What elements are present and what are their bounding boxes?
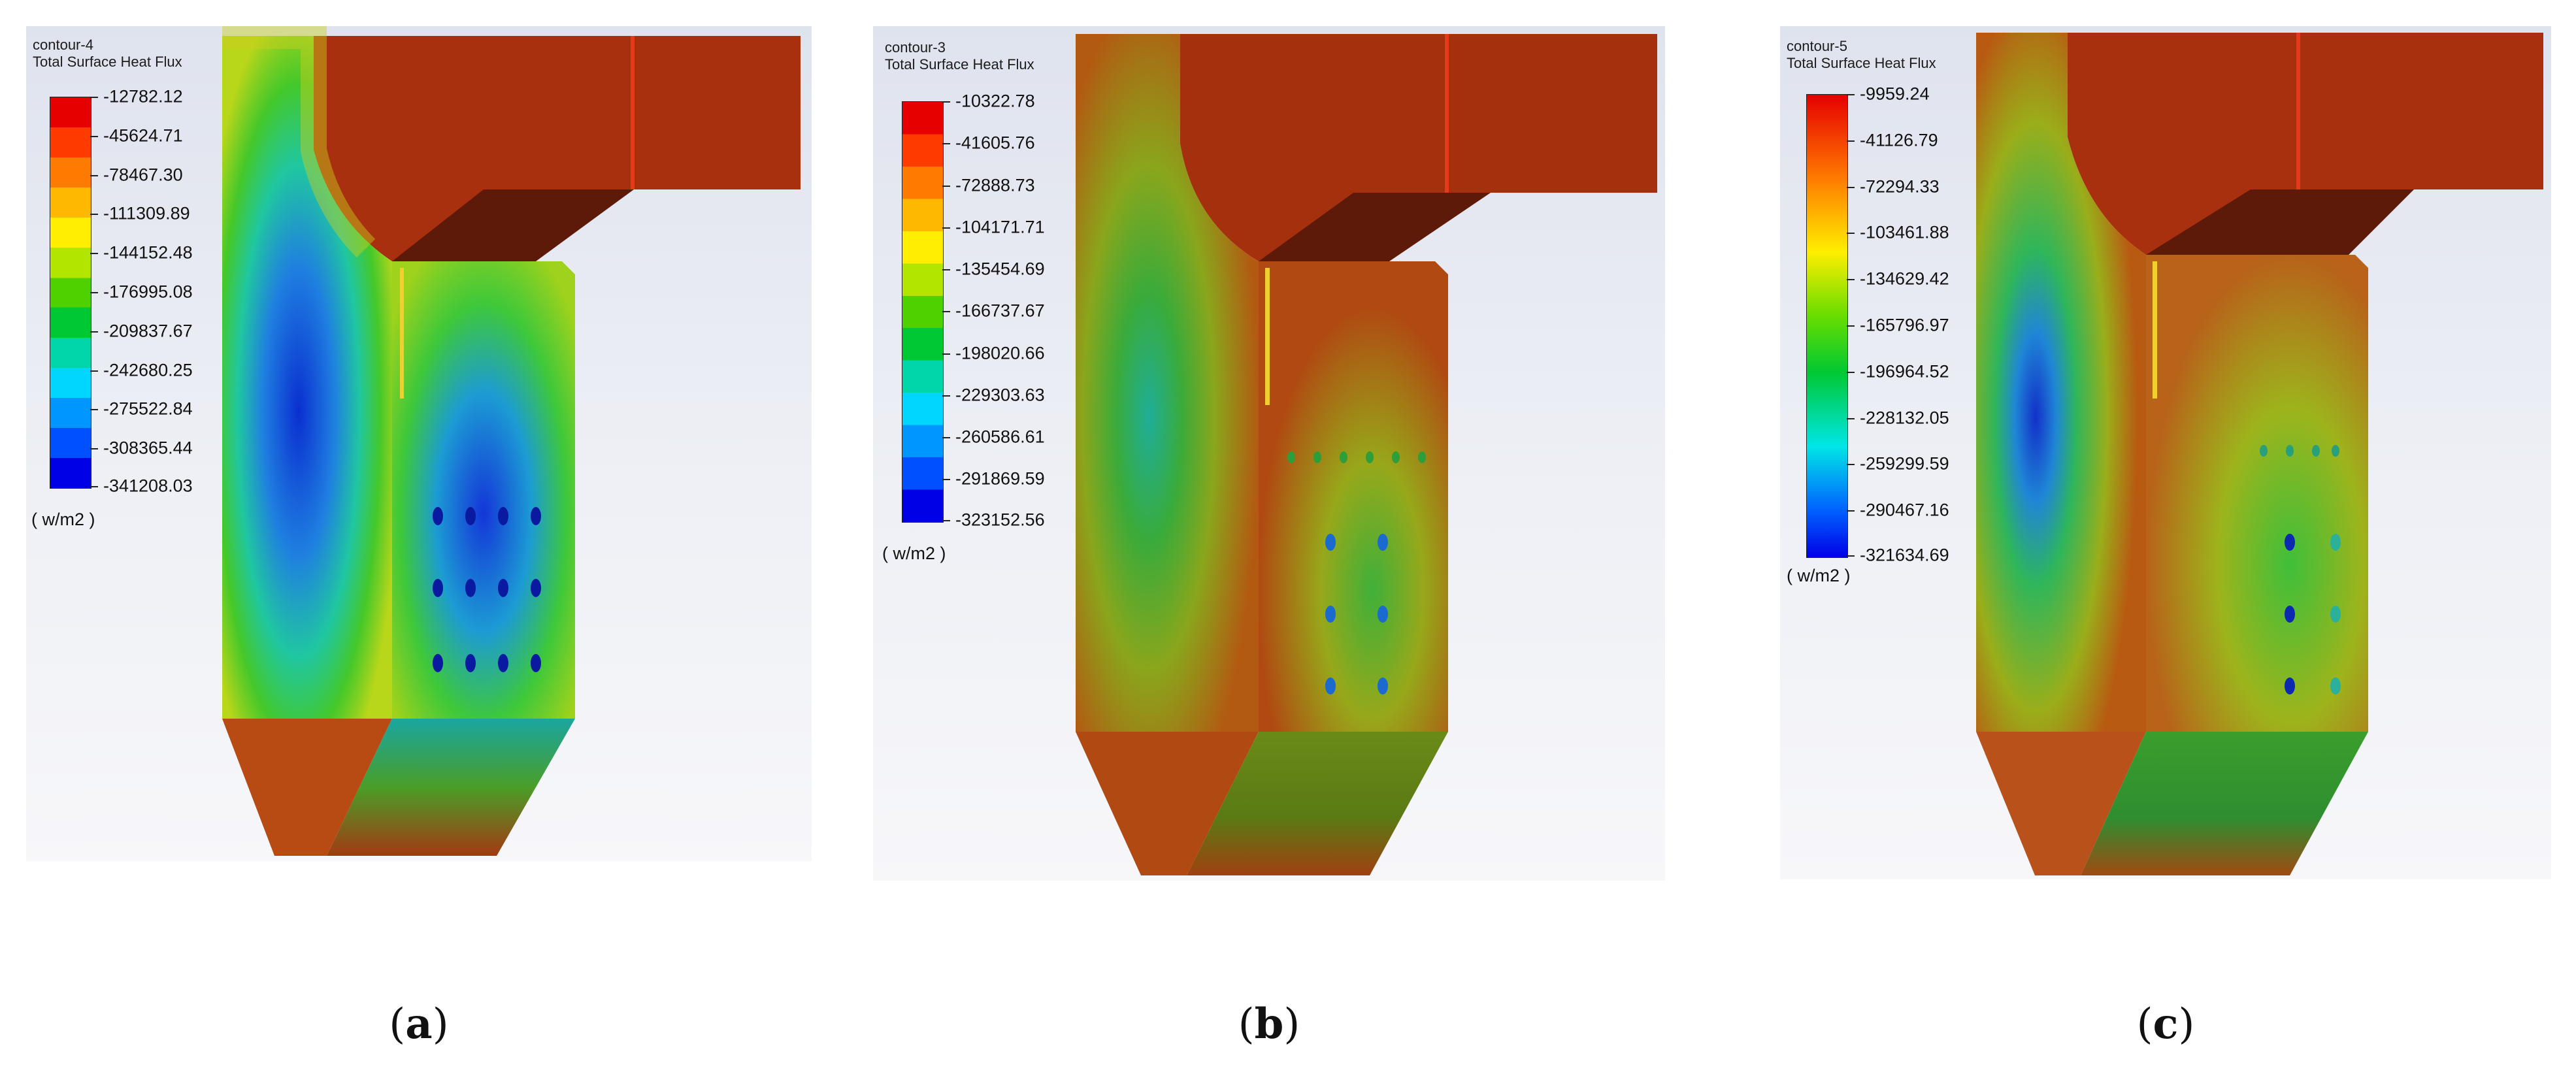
furnace-contour-a (222, 26, 801, 856)
legend-value: -321634.69 (1860, 545, 1949, 565)
legend-value: -166737.67 (955, 301, 1045, 321)
legend-value: -291869.59 (955, 468, 1045, 489)
legend-value: -104171.71 (955, 217, 1045, 237)
legend-value: -323152.56 (955, 510, 1045, 530)
variable-label: Total Surface Heat Flux (885, 56, 1034, 73)
legend-ticks: -9959.24 -41126.79 -72294.33 -103461.88 … (1847, 84, 2043, 565)
legend-value: -78467.30 (103, 165, 183, 185)
legend-value: -12782.12 (103, 86, 183, 106)
legend-value: -111309.89 (103, 203, 190, 223)
caption-c: (c) (2136, 1000, 2195, 1049)
legend-value: -103461.88 (1860, 222, 1949, 242)
panel-c: contour-5 Total Surface Heat Flux -9959.… (1780, 26, 2551, 879)
panel-a: contour-4 Total Surface Heat Flux -12782… (26, 26, 812, 861)
color-bar (50, 97, 91, 489)
caption-a: (a) (389, 1000, 449, 1049)
variable-label: Total Surface Heat Flux (33, 54, 182, 70)
legend-value: -165796.97 (1860, 315, 1949, 335)
legend-value: -275522.84 (103, 399, 193, 419)
variable-label: Total Surface Heat Flux (1787, 55, 1936, 71)
contour-name: contour-3 (885, 39, 946, 56)
caption-letter: c (2153, 1000, 2179, 1049)
legend-value: -41126.79 (1860, 130, 1938, 150)
legend-value: -134629.42 (1860, 269, 1949, 289)
legend-value: -308365.44 (103, 438, 193, 458)
panel-b: contour-3 Total Surface Heat Flux -10322… (873, 26, 1665, 881)
caption-letter: b (1254, 1000, 1284, 1049)
legend-value: -228132.05 (1860, 408, 1949, 428)
legend-value: -290467.16 (1860, 500, 1949, 520)
legend-value: -10322.78 (955, 91, 1035, 111)
legend-value: -259299.59 (1860, 453, 1949, 474)
legend-value: -9959.24 (1860, 84, 1930, 104)
legend-value: -198020.66 (955, 343, 1045, 363)
legend-ticks: -10322.78 -41605.76 -72888.73 -104171.71… (942, 91, 1138, 530)
legend-value: -176995.08 (103, 282, 193, 302)
contour-name: contour-5 (1787, 38, 1847, 54)
legend-value: -196964.52 (1860, 361, 1949, 382)
legend-value: -209837.67 (103, 321, 193, 341)
color-bar (902, 101, 944, 523)
furnace-contour-c (1976, 33, 2543, 875)
legend-value: -260586.61 (955, 427, 1045, 447)
legend-value: -341208.03 (103, 476, 193, 496)
legend-value: -72294.33 (1860, 176, 1940, 197)
caption-letter: a (405, 1000, 433, 1049)
legend-value: -72888.73 (955, 175, 1035, 195)
legend-value: -45624.71 (103, 125, 183, 146)
color-bar (1806, 94, 1848, 558)
legend-value: -144152.48 (103, 242, 193, 263)
unit-label: ( w/m2 ) (882, 544, 946, 563)
legend-ticks: -12782.12 -45624.71 -78467.30 -111309.89… (90, 87, 286, 496)
legend-value: -229303.63 (955, 385, 1045, 405)
legend-value: -41605.76 (955, 133, 1035, 153)
furnace-contour-b (1076, 34, 1657, 875)
contour-name: contour-4 (33, 37, 93, 53)
unit-label: ( w/m2 ) (1787, 566, 1851, 585)
unit-label: ( w/m2 ) (31, 510, 95, 529)
legend-value: -242680.25 (103, 360, 193, 380)
legend-value: -135454.69 (955, 259, 1045, 279)
caption-b: (b) (1238, 1000, 1300, 1049)
